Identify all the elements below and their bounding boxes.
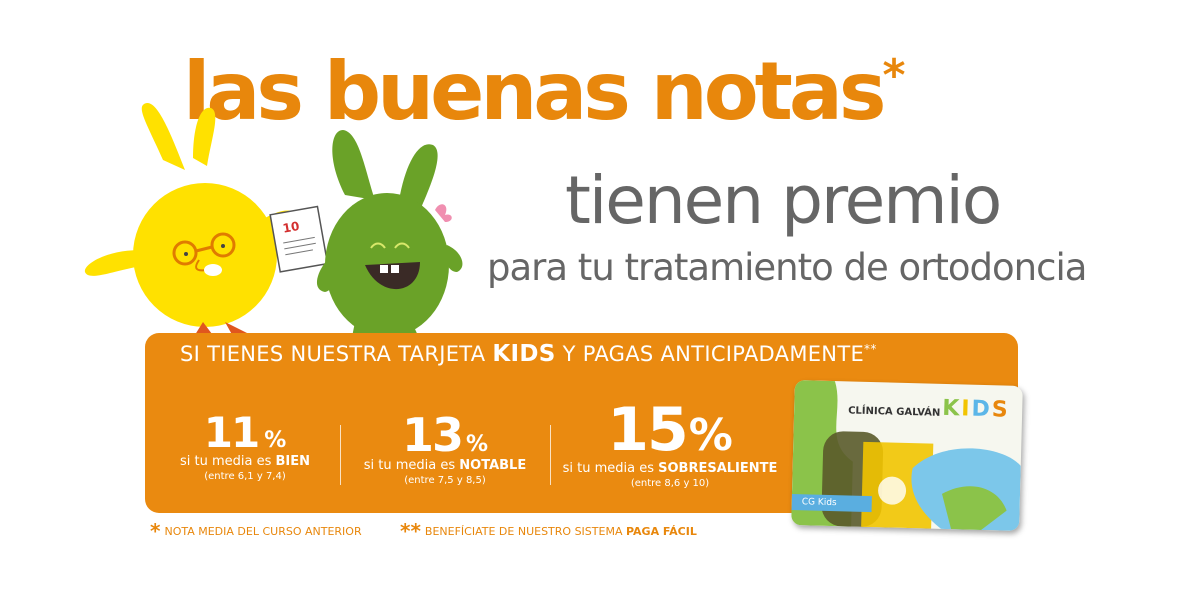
discount-prefix: si tu media es — [179, 454, 272, 469]
discount-grade: SOBRESALIENTE — [658, 461, 778, 476]
footnote-bold: PAGA FÁCIL — [625, 525, 697, 538]
discount-notable: 13% si tu media es NOTABLE (entre 7,5 y … — [355, 412, 535, 486]
footnote-text: NOTA MEDIA DEL CURSO ANTERIOR — [164, 525, 362, 538]
banner-title-kids: KIDS — [492, 341, 556, 367]
percent-sign: % — [465, 432, 489, 457]
subheadline-line-2: para tu tratamiento de ortodoncia — [487, 246, 1087, 289]
discount-grade: NOTABLE — [459, 458, 527, 473]
headline-asterisk: * — [882, 50, 906, 101]
discount-range: (entre 7,5 y 8,5) — [404, 475, 486, 486]
percent-sign: % — [688, 410, 733, 461]
discount-percent: 15 — [607, 395, 688, 465]
footnote-1: * NOTA MEDIA DEL CURSO ANTERIOR — [150, 519, 362, 543]
percent-sign: % — [264, 428, 287, 453]
footnote-mark: ** — [400, 519, 421, 543]
discount-prefix: si tu media es — [562, 461, 654, 476]
mascots-illustration: 10 — [84, 102, 463, 342]
divider — [340, 425, 341, 485]
card-kids-logo: KIDS — [942, 396, 1010, 423]
footnote-2: ** BENEFÍCIATE DE NUESTRO SISTEMA PAGA FÁ… — [400, 519, 697, 543]
divider — [550, 425, 551, 485]
kids-card: CLÍNICA GALVÁN KIDS CG Kids — [791, 380, 1023, 531]
headline: las buenas notas* — [183, 52, 906, 132]
discount-grade: BIEN — [275, 454, 311, 469]
footnote-mark: * — [150, 519, 161, 543]
banner-title-mark: ** — [864, 342, 877, 356]
paper-grade: 10 — [282, 219, 301, 236]
graded-paper: 10 — [269, 205, 329, 273]
discount-percent: 11 — [203, 408, 260, 457]
kids-letter: K — [941, 395, 962, 422]
card-tag: CG Kids — [791, 494, 872, 513]
yellow-mascot — [84, 102, 298, 340]
discount-percent: 13 — [401, 408, 464, 462]
footnote-text: BENEFÍCIATE DE NUESTRO SISTEMA — [424, 525, 623, 538]
headline-text: las buenas notas — [183, 45, 887, 138]
banner-title: SI TIENES NUESTRA TARJETA KIDS Y PAGAS A… — [180, 341, 1000, 367]
discount-range: (entre 6,1 y 7,4) — [204, 471, 286, 482]
kids-letter: S — [991, 397, 1010, 423]
subheadline-line-1: tienen premio — [565, 162, 1002, 239]
discount-range: (entre 8,6 y 10) — [630, 478, 710, 489]
discount-bien: 11% si tu media es BIEN (entre 6,1 y 7,4… — [160, 412, 330, 483]
banner-title-pre: SI TIENES NUESTRA TARJETA — [180, 342, 486, 366]
banner-title-post: Y PAGAS ANTICIPADAMENTE — [562, 342, 865, 366]
card-artwork — [791, 380, 1021, 531]
green-mascot — [316, 130, 463, 342]
discount-prefix: si tu media es — [363, 458, 456, 473]
discount-sobresaliente: 15% si tu media es SOBRESALIENTE (entre … — [560, 400, 780, 489]
kids-letter: D — [971, 396, 993, 423]
